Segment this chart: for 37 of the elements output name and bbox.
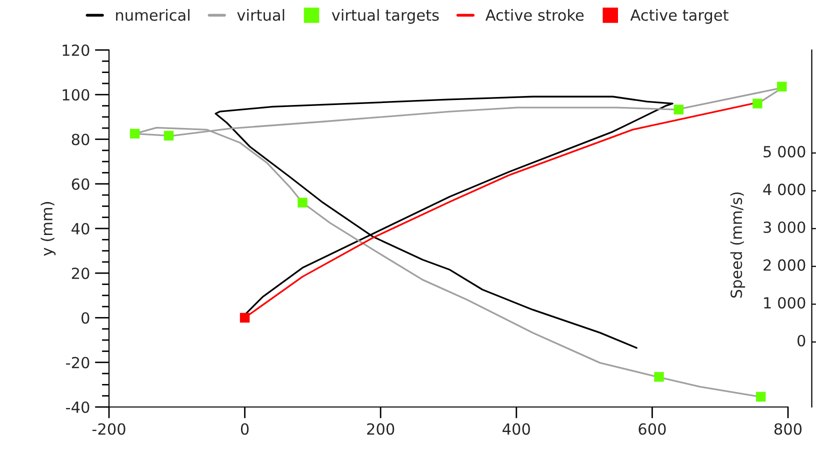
y-tick-label: -40 bbox=[66, 401, 90, 414]
x-tick-label: 800 bbox=[774, 423, 802, 435]
point bbox=[654, 372, 664, 382]
point bbox=[240, 312, 250, 323]
point bbox=[777, 82, 787, 92]
y2-axis-title: Speed (mm/s) bbox=[730, 192, 746, 298]
legend-label: Active target bbox=[630, 9, 728, 24]
x-tick-label: 200 bbox=[367, 423, 394, 435]
point bbox=[752, 98, 762, 108]
point bbox=[298, 198, 308, 208]
y-tick-label: 100 bbox=[62, 89, 90, 101]
y-tick-label: 120 bbox=[62, 44, 90, 56]
x-tick-label: 600 bbox=[638, 423, 666, 435]
point bbox=[674, 104, 684, 114]
y-tick-label: 20 bbox=[72, 268, 90, 280]
y-tick-label: 80 bbox=[72, 134, 90, 146]
point bbox=[164, 130, 174, 141]
y-tick-label: 0 bbox=[82, 312, 90, 324]
legend-label: virtual bbox=[237, 9, 284, 21]
legend-label: virtual targets bbox=[332, 9, 439, 24]
y-tick-label: 40 bbox=[72, 222, 90, 235]
y2-tick-label: 2 000 bbox=[764, 259, 806, 271]
y2-tick-label: 4 000 bbox=[763, 184, 806, 196]
point bbox=[756, 392, 766, 402]
legend-label: Active stroke bbox=[485, 9, 584, 21]
x-tick-label: 0 bbox=[240, 423, 249, 435]
y-tick-label: 60 bbox=[72, 178, 90, 190]
y2-tick-label: 0 bbox=[797, 334, 806, 346]
y2-tick-label: 5 000 bbox=[764, 146, 806, 158]
y2-tick-label: 3 000 bbox=[764, 221, 806, 234]
x-tick-label: 400 bbox=[502, 423, 530, 435]
legend-label: numerical bbox=[116, 9, 190, 21]
y-tick-label: -20 bbox=[66, 356, 90, 368]
x-tick-label: -200 bbox=[92, 423, 126, 435]
point bbox=[130, 128, 140, 139]
y-axis-title: y (mm) bbox=[40, 202, 56, 256]
y2-tick-label: 1 000 bbox=[764, 297, 806, 309]
